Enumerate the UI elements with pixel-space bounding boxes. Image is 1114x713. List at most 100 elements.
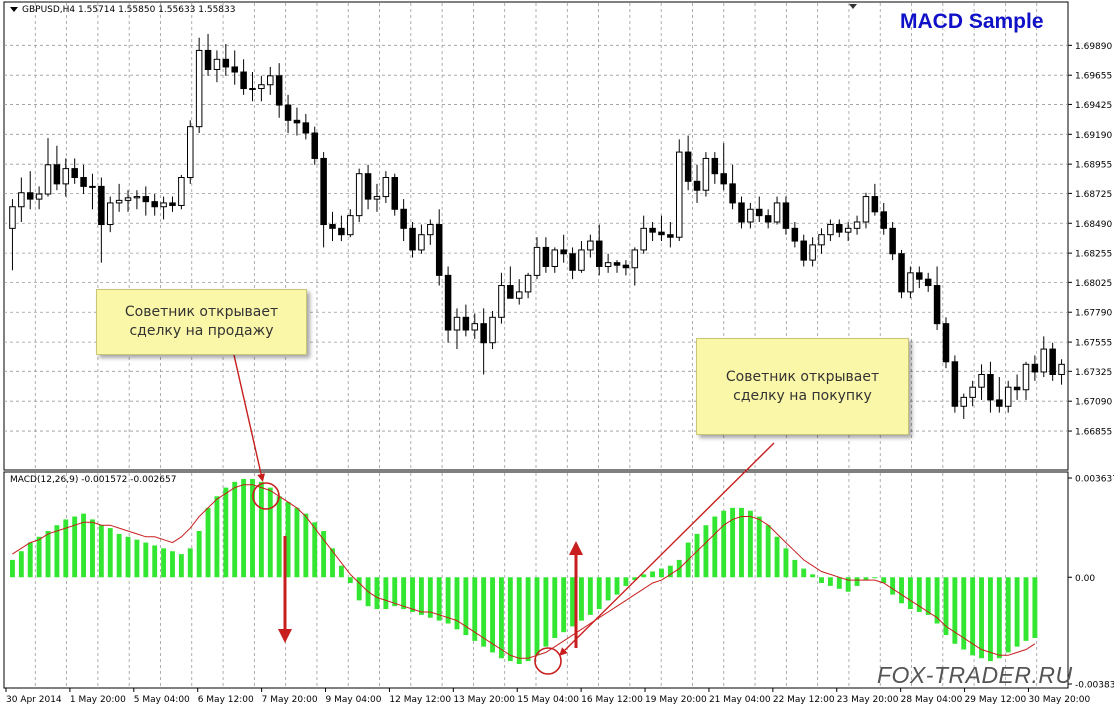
macd-bar bbox=[27, 542, 33, 578]
x-tick-label: 12 May 12:00 bbox=[389, 695, 451, 705]
candle-down bbox=[836, 224, 843, 233]
macd-bar bbox=[561, 577, 567, 633]
candle-up bbox=[347, 215, 354, 236]
candle-down bbox=[871, 196, 879, 213]
macd-bar bbox=[490, 577, 495, 653]
callout-sell-line1: Советник открывает bbox=[124, 304, 279, 320]
symbol-text: GBPUSD,H4 1.55714 1.55850 1.55633 1.5583… bbox=[22, 5, 236, 15]
y-tick-label: 1.68025 bbox=[1075, 279, 1112, 289]
macd-bar bbox=[694, 533, 700, 578]
x-tick-label: 22 May 12:00 bbox=[773, 695, 835, 705]
candle-down bbox=[480, 323, 487, 344]
macd-bar bbox=[703, 525, 709, 578]
candle-down bbox=[169, 202, 176, 206]
candle-down bbox=[684, 151, 692, 182]
candle-down bbox=[71, 168, 78, 179]
macd-bar bbox=[107, 528, 113, 578]
candle-up bbox=[258, 84, 265, 90]
candle-down bbox=[329, 224, 336, 229]
macd-bar bbox=[427, 577, 433, 618]
candle-down bbox=[338, 227, 345, 236]
candle-down bbox=[800, 240, 807, 261]
candle-up bbox=[115, 199, 123, 204]
candle-down bbox=[542, 246, 550, 267]
candle-up bbox=[640, 227, 647, 251]
candle-up bbox=[702, 157, 710, 191]
candle-down bbox=[204, 49, 212, 70]
macd-bar bbox=[614, 577, 620, 595]
macd-bar bbox=[63, 519, 69, 578]
candle-up bbox=[862, 196, 870, 223]
candle-down bbox=[275, 75, 283, 106]
candle-down bbox=[693, 180, 701, 191]
x-tick-label: 9 May 04:00 bbox=[326, 695, 382, 705]
macd-bar bbox=[214, 496, 220, 578]
macd-bar bbox=[899, 577, 904, 604]
macd-bar bbox=[739, 507, 744, 578]
macd-bar bbox=[285, 502, 291, 578]
candle-up bbox=[604, 262, 612, 267]
macd-bar bbox=[18, 551, 24, 578]
macd-bar bbox=[525, 577, 531, 662]
macd-bar bbox=[1023, 577, 1029, 641]
candle-up bbox=[62, 168, 70, 185]
macd-bar bbox=[178, 554, 184, 578]
macd-frame bbox=[3, 471, 1069, 689]
macd-bar bbox=[161, 548, 167, 578]
candle-down bbox=[729, 183, 736, 204]
candle-up bbox=[978, 373, 985, 388]
x-tick-label: 29 May 12:00 bbox=[965, 695, 1027, 705]
chevron-down-icon[interactable] bbox=[10, 7, 18, 12]
candle-up bbox=[853, 221, 861, 229]
candle-up bbox=[178, 177, 185, 206]
candle-up bbox=[631, 249, 639, 269]
macd-bar bbox=[641, 574, 647, 578]
macd-bar bbox=[827, 577, 833, 586]
candle-up bbox=[1022, 363, 1030, 391]
candle-down bbox=[782, 202, 790, 229]
candle-down bbox=[462, 316, 470, 331]
candle-up bbox=[818, 234, 825, 246]
macd-bar bbox=[10, 559, 15, 578]
x-tick-label: 23 May 20:00 bbox=[837, 695, 899, 705]
macd-bar bbox=[498, 577, 504, 659]
candle-down bbox=[880, 211, 887, 229]
macd-bar bbox=[250, 478, 255, 578]
macd-bar bbox=[454, 577, 460, 630]
macd-bar bbox=[801, 568, 807, 578]
scroll-marker-icon bbox=[849, 4, 857, 9]
macd-bar bbox=[276, 496, 282, 578]
buy-callout-pointer bbox=[559, 442, 775, 656]
callout-sell: Советник открывает сделку на продажу bbox=[96, 289, 307, 355]
x-tick-label: 1 May 20:00 bbox=[70, 695, 126, 705]
x-tick-label: 30 May 20:00 bbox=[1028, 695, 1090, 705]
candle-up bbox=[355, 173, 363, 217]
macd-bar bbox=[383, 577, 389, 610]
macd-bar bbox=[356, 577, 362, 601]
buy-signal-circle bbox=[534, 647, 562, 675]
candle-down bbox=[409, 227, 416, 251]
macd-bar bbox=[774, 536, 780, 578]
macd-bar bbox=[205, 507, 211, 578]
macd-bar bbox=[810, 574, 816, 578]
candle-down bbox=[98, 185, 105, 226]
candle-down bbox=[293, 119, 301, 124]
macd-bar bbox=[374, 577, 380, 610]
candle-up bbox=[382, 177, 390, 198]
macd-bar bbox=[507, 577, 513, 662]
candle-down bbox=[898, 253, 905, 293]
y-tick-label: 1.67325 bbox=[1075, 368, 1112, 378]
x-tick-label: 5 May 04:00 bbox=[134, 695, 190, 705]
macd-bar bbox=[170, 551, 175, 578]
macd-y-tick-label: 0.003637 bbox=[1075, 475, 1114, 485]
macd-bar bbox=[667, 565, 673, 578]
candle-up bbox=[106, 202, 114, 226]
y-tick-label: 1.68955 bbox=[1075, 161, 1112, 171]
y-tick-label: 1.69425 bbox=[1075, 101, 1112, 111]
candle-up bbox=[44, 164, 52, 195]
candle-up bbox=[809, 244, 816, 261]
candle-up bbox=[747, 208, 754, 223]
candle-down bbox=[284, 104, 292, 121]
macd-bar bbox=[116, 533, 122, 578]
candle-down bbox=[364, 173, 372, 200]
